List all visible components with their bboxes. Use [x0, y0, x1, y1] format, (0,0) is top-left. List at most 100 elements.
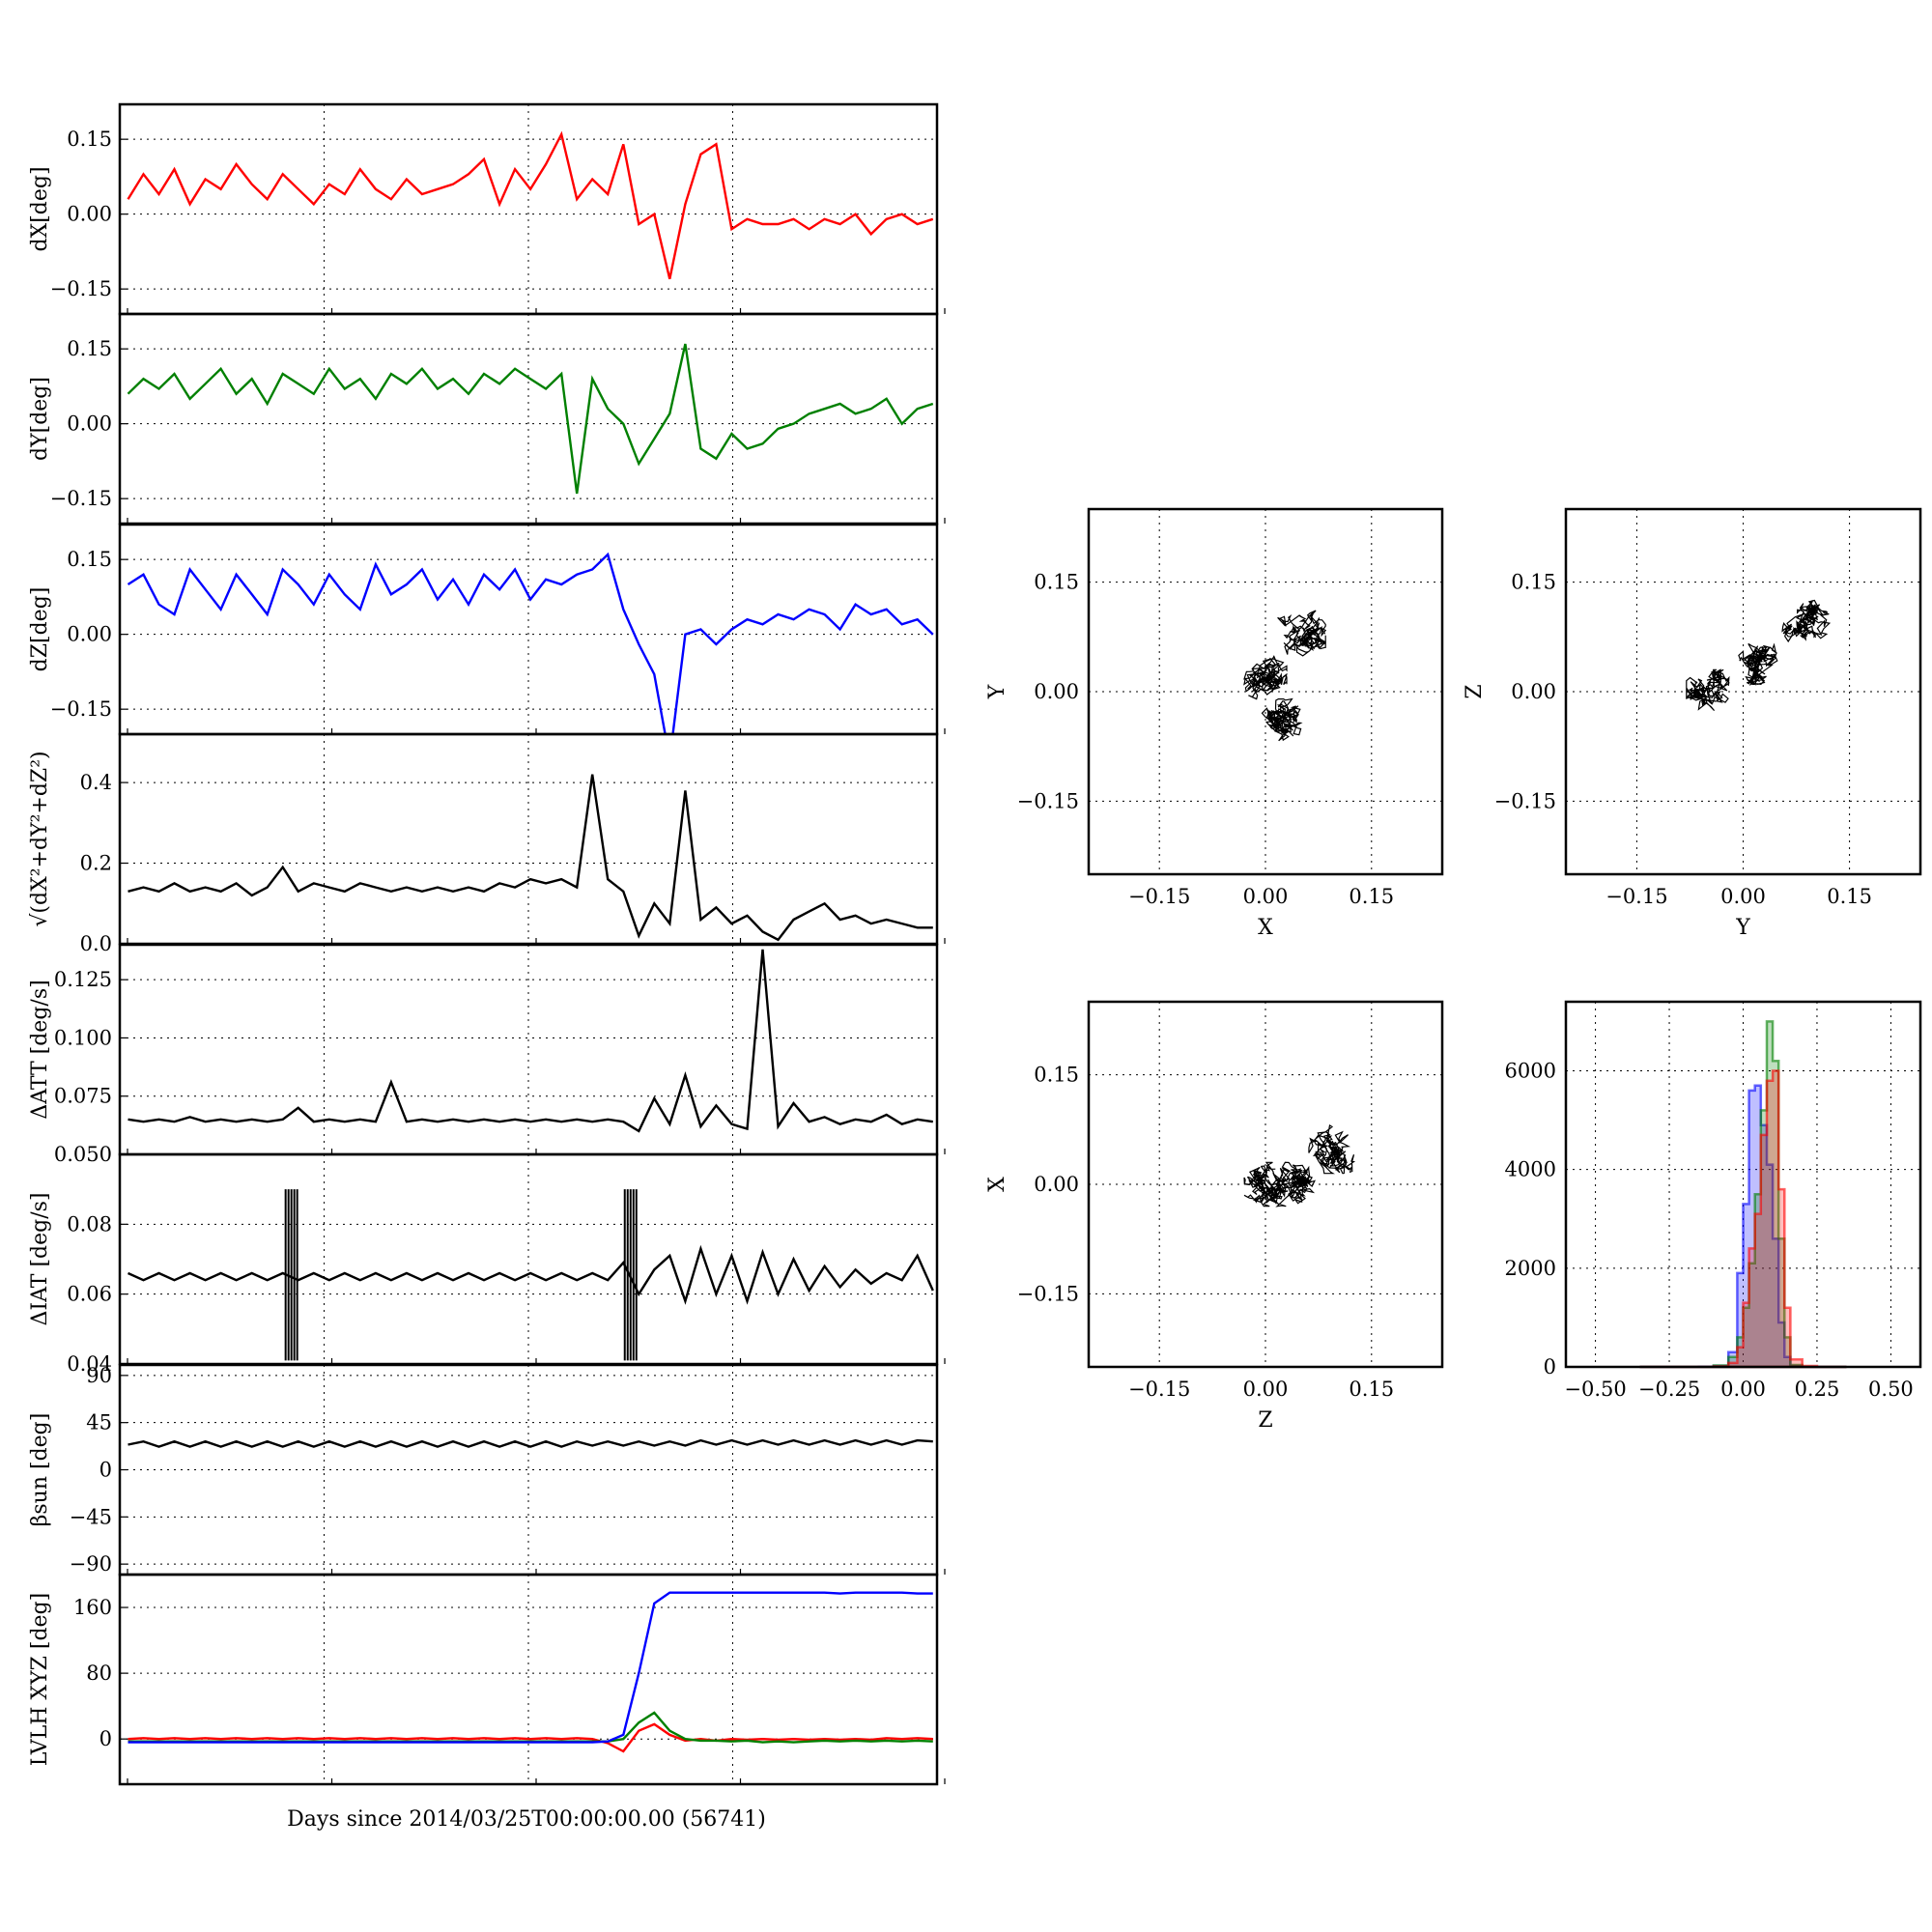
panel-dX: 0.15 0.00 −0.15 dX[deg] — [28, 102, 946, 316]
series-line-dX — [127, 130, 934, 280]
y-tick-label: 0.00 — [67, 203, 112, 226]
y-tick-label: −0.15 — [1017, 1282, 1079, 1305]
y-tick-label: −90 — [70, 1552, 112, 1576]
panels: 0.150.00−0.15dX[deg]0.150.00−0.15dY[deg]… — [28, 102, 1922, 1786]
y-axis-label: dX[deg] — [28, 166, 52, 251]
y-tick-label: −0.15 — [1494, 789, 1556, 812]
series-line-norm — [128, 774, 933, 942]
x-tick-label: −0.15 — [1128, 885, 1190, 908]
y-tick-label: −45 — [70, 1505, 112, 1528]
panel-dIAT: 0.08 0.06 0.04 ΔIAT [deg/s] — [28, 1152, 946, 1376]
panel-dZ: 0.15 0.00 −0.15 dZ[deg] — [28, 523, 946, 736]
axes-frame — [1564, 507, 1922, 876]
axes-frame — [118, 943, 939, 1156]
x-tick-label: 0.15 — [1827, 885, 1872, 908]
y-tick-label: 0.100 — [54, 1026, 112, 1049]
y-tick-label: 0.15 — [1034, 571, 1079, 594]
y-axis-label: Y — [985, 684, 1009, 699]
y-axis-label: LVLH XYZ [deg] — [28, 1593, 52, 1767]
histogram-panel: −0.50 −0.25 0.00 0.25 0.50 6000 4000 2000 0 — [1505, 1000, 1922, 1401]
scatter-panel-ZX: −0.15 0.15 0.00 0.00 0.15 −0.15 Z X — [985, 1000, 1444, 1433]
y-tick-label: 0.00 — [1034, 1173, 1079, 1196]
series-line-dZ — [127, 552, 934, 734]
panel-lvlh: 160 80 0 LVLH XYZ [deg] — [28, 1573, 946, 1786]
x-tick-label: 0.25 — [1795, 1378, 1840, 1401]
series-line-dATT — [128, 949, 933, 1133]
y-tick-label: 0.125 — [54, 968, 112, 991]
x-axis-label: X — [1258, 916, 1273, 940]
y-tick-label: 80 — [86, 1662, 112, 1685]
panel-beta: 90 45 0 −45 −90 βsun [deg] — [28, 1363, 946, 1577]
series-line-dY — [127, 343, 934, 495]
y-tick-label: 0.04 — [67, 1352, 112, 1376]
y-tick-label: 4000 — [1505, 1158, 1556, 1181]
y-tick-label: 6000 — [1505, 1060, 1556, 1083]
y-tick-label: 160 — [73, 1596, 112, 1619]
y-axis-label: dZ[deg] — [28, 587, 52, 672]
series-line-beta — [128, 1438, 933, 1448]
y-tick-label: 0 — [99, 1459, 112, 1482]
y-axis-label: βsun [deg] — [28, 1413, 52, 1527]
y-tick-label: 0.15 — [67, 548, 112, 571]
x-tick-label: 0.00 — [1720, 1378, 1766, 1401]
y-axis-label: Z — [1463, 684, 1487, 698]
y-axis-label: X — [985, 1177, 1009, 1192]
y-tick-label: −0.15 — [50, 697, 112, 721]
series-line-lvlh-0 — [128, 1722, 933, 1753]
x-axis-label: Y — [1735, 916, 1750, 940]
y-tick-label: −0.15 — [50, 277, 112, 300]
y-tick-label: 0.15 — [1034, 1064, 1079, 1087]
y-tick-label: 0.4 — [80, 771, 112, 794]
x-tick-label: 0.50 — [1868, 1378, 1914, 1401]
axes-frame — [118, 523, 939, 736]
y-tick-label: 0.08 — [67, 1212, 112, 1236]
scatter-trace — [1781, 599, 1832, 643]
y-tick-label: 0.06 — [67, 1283, 112, 1306]
x-tick-label: 0.15 — [1349, 885, 1394, 908]
x-tick-label: −0.25 — [1638, 1378, 1700, 1401]
x-tick-label: 0.00 — [1243, 1378, 1289, 1401]
y-tick-label: 0.0 — [80, 932, 112, 955]
series-line-dIAT — [128, 1244, 934, 1305]
y-tick-label: 0.00 — [67, 412, 112, 436]
y-tick-label: −0.15 — [1017, 789, 1079, 812]
panel-dY: 0.15 0.00 −0.15 dY[deg] — [28, 312, 946, 526]
axes-frame — [118, 312, 939, 526]
y-tick-label: 0 — [1544, 1355, 1556, 1378]
x-axis-label: Days since 2014/03/25T00:00:00.00 (56741… — [287, 1807, 766, 1832]
series-line-lvlh-2 — [128, 1591, 933, 1744]
axes-frame — [118, 102, 939, 316]
scatter-trace — [1277, 610, 1327, 657]
axes-frame — [118, 1152, 939, 1366]
y-axis-label: dY[deg] — [28, 377, 52, 461]
y-tick-label: 0.00 — [67, 623, 112, 646]
y-axis-label: ΔIAT [deg/s] — [28, 1193, 52, 1326]
axes-frame — [118, 1573, 939, 1786]
scatter-trace — [1738, 642, 1778, 687]
x-tick-label: −0.15 — [1128, 1378, 1190, 1401]
scatter-trace — [1243, 1161, 1287, 1208]
y-tick-label: −0.15 — [50, 487, 112, 510]
y-tick-label: 0.00 — [1034, 680, 1079, 703]
x-tick-label: −0.50 — [1564, 1378, 1626, 1401]
y-tick-label: 45 — [86, 1411, 112, 1435]
y-tick-label: 0.2 — [80, 852, 112, 875]
y-axis-label: √(dX²+dY²+dZ²) — [28, 751, 52, 926]
x-tick-label: −0.15 — [1605, 885, 1667, 908]
y-axis-label: ΔATT [deg/s] — [28, 980, 52, 1119]
x-tick-label: 0.00 — [1243, 885, 1289, 908]
scatter-panel-YZ: −0.15 0.15 0.00 0.00 0.15 −0.15 Y Z — [1463, 507, 1922, 940]
y-tick-label: 0 — [99, 1727, 112, 1750]
y-tick-label: 0.15 — [67, 128, 112, 151]
scatter-trace — [1261, 697, 1303, 742]
y-tick-label: 0.15 — [1511, 571, 1556, 594]
y-tick-label: 0.050 — [54, 1143, 112, 1166]
scatter-trace — [1243, 655, 1288, 700]
x-tick-label: 0.00 — [1720, 885, 1766, 908]
axes-frame — [1564, 1000, 1922, 1369]
x-tick-label: 0.15 — [1349, 1378, 1394, 1401]
axes-frame — [1087, 1000, 1444, 1369]
panel-dATT: 0.125 0.100 0.075 0.050 ΔATT [deg/s] — [28, 943, 946, 1166]
panel-norm: 0.4 0.2 0.0 √(dX²+dY²+dZ²) — [28, 732, 946, 955]
